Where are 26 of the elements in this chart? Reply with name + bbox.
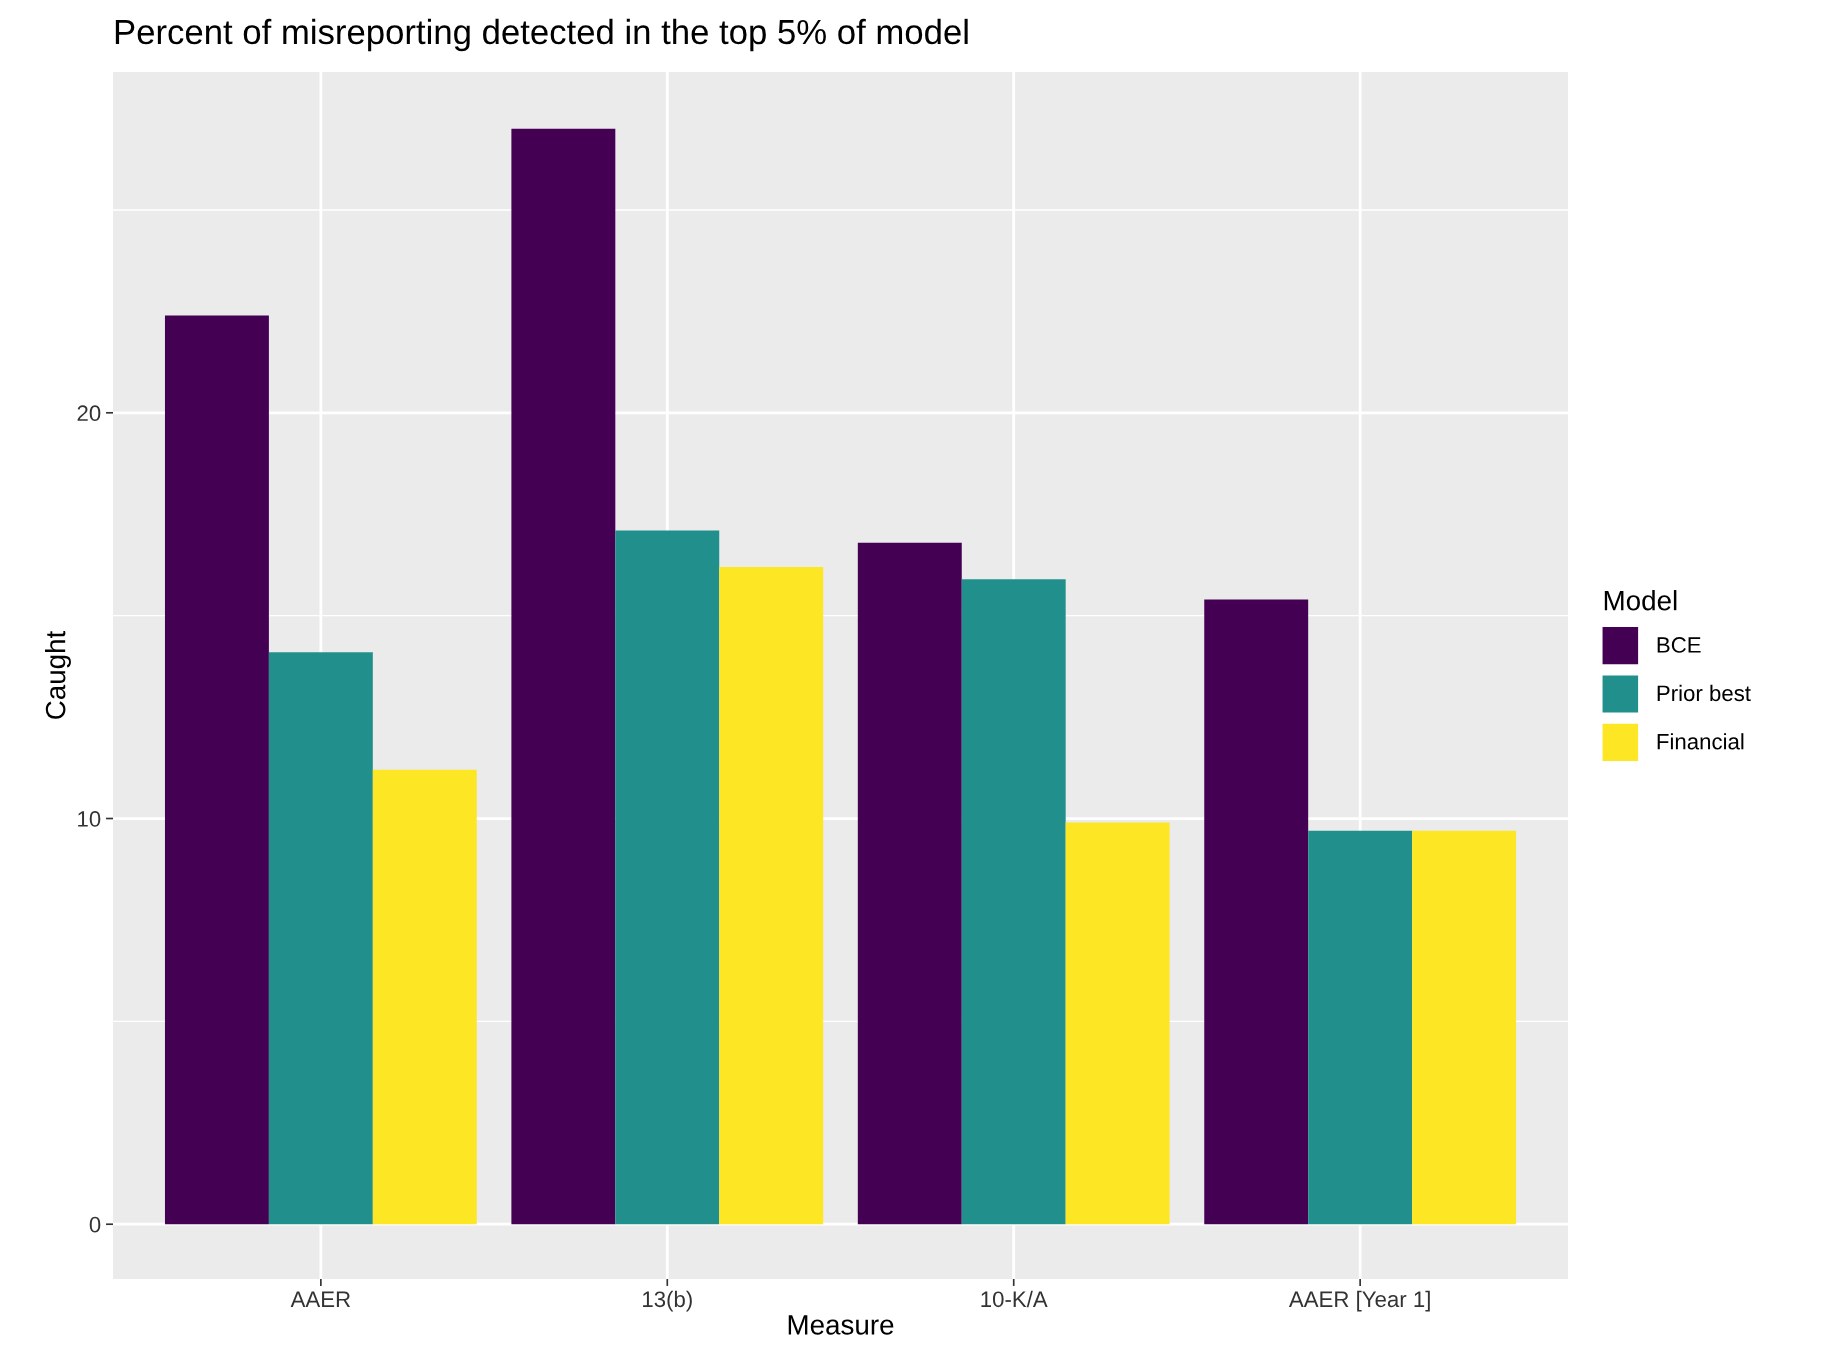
y-axis-title: Caught xyxy=(45,630,71,719)
y-tick-label: 10 xyxy=(78,811,101,827)
x-tick-label: AAER xyxy=(290,1291,351,1307)
x-axis-title: Measure xyxy=(788,1315,894,1335)
bar xyxy=(615,530,720,1225)
bar xyxy=(511,128,616,1225)
legend-label: Prior best xyxy=(1657,684,1751,702)
bar xyxy=(1065,822,1170,1225)
legend-title: Model xyxy=(1604,590,1677,611)
bar xyxy=(719,566,824,1225)
bar xyxy=(1204,599,1309,1225)
bar xyxy=(1308,830,1413,1225)
x-tick-label: 13(b) xyxy=(643,1290,692,1312)
x-tick-label: AAER [Year 1] xyxy=(1288,1290,1430,1312)
bar xyxy=(961,579,1066,1225)
y-tick-label: 0 xyxy=(89,1216,101,1233)
x-tick-label: 10-K/A xyxy=(981,1290,1048,1308)
y-tick-label: 20 xyxy=(77,405,101,422)
bar xyxy=(1412,830,1517,1225)
bar xyxy=(268,652,373,1225)
chart-title: Percent of misreporting detected in the top 5% of model xyxy=(115,18,968,52)
bar xyxy=(857,542,962,1225)
legend-label: BCE xyxy=(1657,637,1701,653)
bar xyxy=(164,315,269,1225)
legend-label: Financial xyxy=(1657,733,1744,750)
bar xyxy=(372,769,477,1225)
